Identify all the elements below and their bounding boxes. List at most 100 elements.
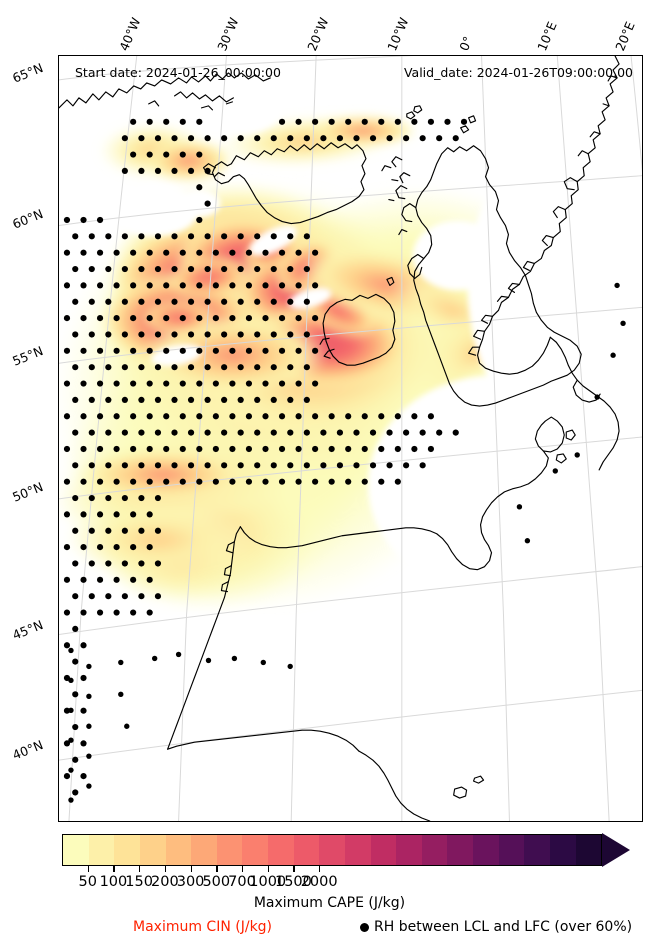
rh-stipple-dot	[171, 135, 178, 142]
rh-stipple-dot	[80, 315, 87, 322]
rh-stipple-dot	[105, 593, 112, 600]
rh-stipple-dot	[312, 315, 319, 322]
rh-stipple-dot	[312, 478, 319, 485]
rh-stipple-dot	[260, 659, 266, 666]
rh-stipple-dot	[72, 691, 79, 698]
rh-stipple-dot	[245, 445, 253, 453]
rh-stipple-dot	[287, 265, 294, 273]
rh-stipple-dot	[187, 265, 195, 273]
rh-stipple-dot	[229, 478, 236, 485]
rh-stipple-dot	[130, 544, 137, 551]
rh-stipple-dot	[88, 233, 95, 240]
rh-stipple-dot	[80, 511, 87, 518]
colorbar-swatch	[447, 835, 473, 865]
rh-stipple-dot	[130, 511, 137, 518]
rh-stipple-dot	[171, 462, 178, 469]
rh-stipple-dot	[121, 135, 128, 142]
rh-stipple-dot	[444, 118, 451, 125]
rh-stipple-dot	[221, 265, 228, 273]
rh-stipple-dot	[113, 445, 120, 453]
rh-stipple-dot	[96, 511, 104, 518]
rh-stipple-dot	[163, 478, 170, 485]
rh-stipple-dot	[80, 740, 87, 747]
colorbar[interactable]: 50 100 150 200 300 500 700 1000 1500 2000	[62, 833, 632, 890]
rh-stipple-dot	[80, 347, 87, 354]
rh-stipple-dot	[130, 151, 137, 158]
rh-stipple-dot	[154, 527, 162, 534]
rh-stipple-dot	[163, 151, 170, 158]
rh-stipple-dot	[80, 216, 87, 224]
rh-stipple-dot	[175, 651, 182, 658]
rh-stipple-dot	[245, 315, 253, 322]
rh-stipple-dot	[130, 380, 137, 387]
rh-stipple-dot	[345, 118, 352, 125]
rh-stipple-dot	[552, 468, 558, 474]
rh-stipple-dot	[361, 413, 368, 420]
rh-stipple-dot	[72, 494, 79, 502]
rh-stipple-dot	[312, 413, 319, 420]
rh-stipple-dot	[187, 429, 195, 436]
colorbar-swatch	[370, 835, 397, 865]
rh-stipple-dot	[105, 331, 112, 338]
rh-stipple-dot	[295, 478, 302, 485]
rh-stipple-dot	[353, 429, 360, 436]
rh-stipple-dot	[121, 331, 128, 338]
rh-stipple-dot	[96, 478, 104, 485]
rh-stipple-dot	[196, 118, 203, 125]
rh-stipple-dot	[130, 347, 137, 354]
rh-stipple-dot	[171, 396, 178, 403]
rh-stipple-dot	[179, 413, 186, 420]
rh-stipple-dot	[179, 315, 186, 322]
rh-stipple-dot	[130, 609, 137, 616]
coastlines	[59, 56, 620, 821]
rh-stipple-dot	[411, 413, 418, 420]
rh-stipple-dot	[68, 767, 74, 773]
rh-stipple-dot	[113, 609, 120, 616]
rh-stipple-dot	[303, 462, 310, 469]
rh-stipple-dot	[154, 364, 162, 371]
rh-stipple-dot	[88, 331, 95, 338]
rh-stipple-dot	[130, 118, 137, 125]
rh-stipple-dot	[328, 118, 335, 125]
rh-stipple-dot	[124, 723, 130, 729]
rh-stipple-dot	[121, 233, 128, 240]
rh-stipple-dot	[96, 216, 104, 224]
rh-stipple-dot	[146, 544, 153, 551]
rh-stipple-dot	[154, 331, 162, 338]
colorbar-swatch	[396, 835, 422, 865]
rh-stipple-dot	[411, 118, 418, 125]
rh-stipple-dot	[336, 429, 344, 436]
rh-stipple-dot	[80, 707, 87, 714]
rh-stipple-dot	[130, 249, 137, 256]
rh-stipple-dot	[179, 380, 186, 387]
lon-tick-label: 0°	[456, 34, 476, 53]
rh-stipple-dot	[262, 413, 269, 420]
rh-stipple-dot	[163, 249, 170, 256]
rh-stipple-dot	[146, 511, 153, 518]
rh-stipple-dot	[105, 298, 112, 305]
rh-stipple-dot	[303, 265, 310, 273]
rh-stipple-dot	[394, 118, 401, 125]
rh-stipple-dot	[63, 249, 71, 256]
colorbar-swatch	[242, 835, 268, 865]
rh-legend-label: RH between LCL and LFC (over 60%)	[374, 919, 633, 935]
rh-stipple-dot	[237, 396, 244, 403]
rh-stipple-dot	[72, 789, 79, 796]
rh-stipple-dot	[187, 331, 195, 338]
lat-tick-label: 65°N	[10, 60, 46, 86]
rh-stipple-dot	[146, 609, 153, 616]
rh-stipple-dot	[72, 462, 79, 469]
rh-stipple-dot	[278, 413, 286, 420]
rh-stipple-dot	[212, 282, 219, 289]
rh-stipple-dot	[369, 429, 377, 436]
rh-stipple-dot	[63, 445, 71, 453]
rh-stipple-dot	[63, 511, 71, 518]
rh-stipple-dot	[278, 315, 286, 322]
colorbar-swatch	[344, 835, 371, 865]
rh-stipple-dot	[105, 265, 112, 273]
rh-stipple-dot	[262, 380, 269, 387]
rh-stipple-dot	[72, 364, 79, 371]
rh-stipple-dot	[452, 135, 459, 142]
rh-stipple-dot	[63, 315, 71, 322]
